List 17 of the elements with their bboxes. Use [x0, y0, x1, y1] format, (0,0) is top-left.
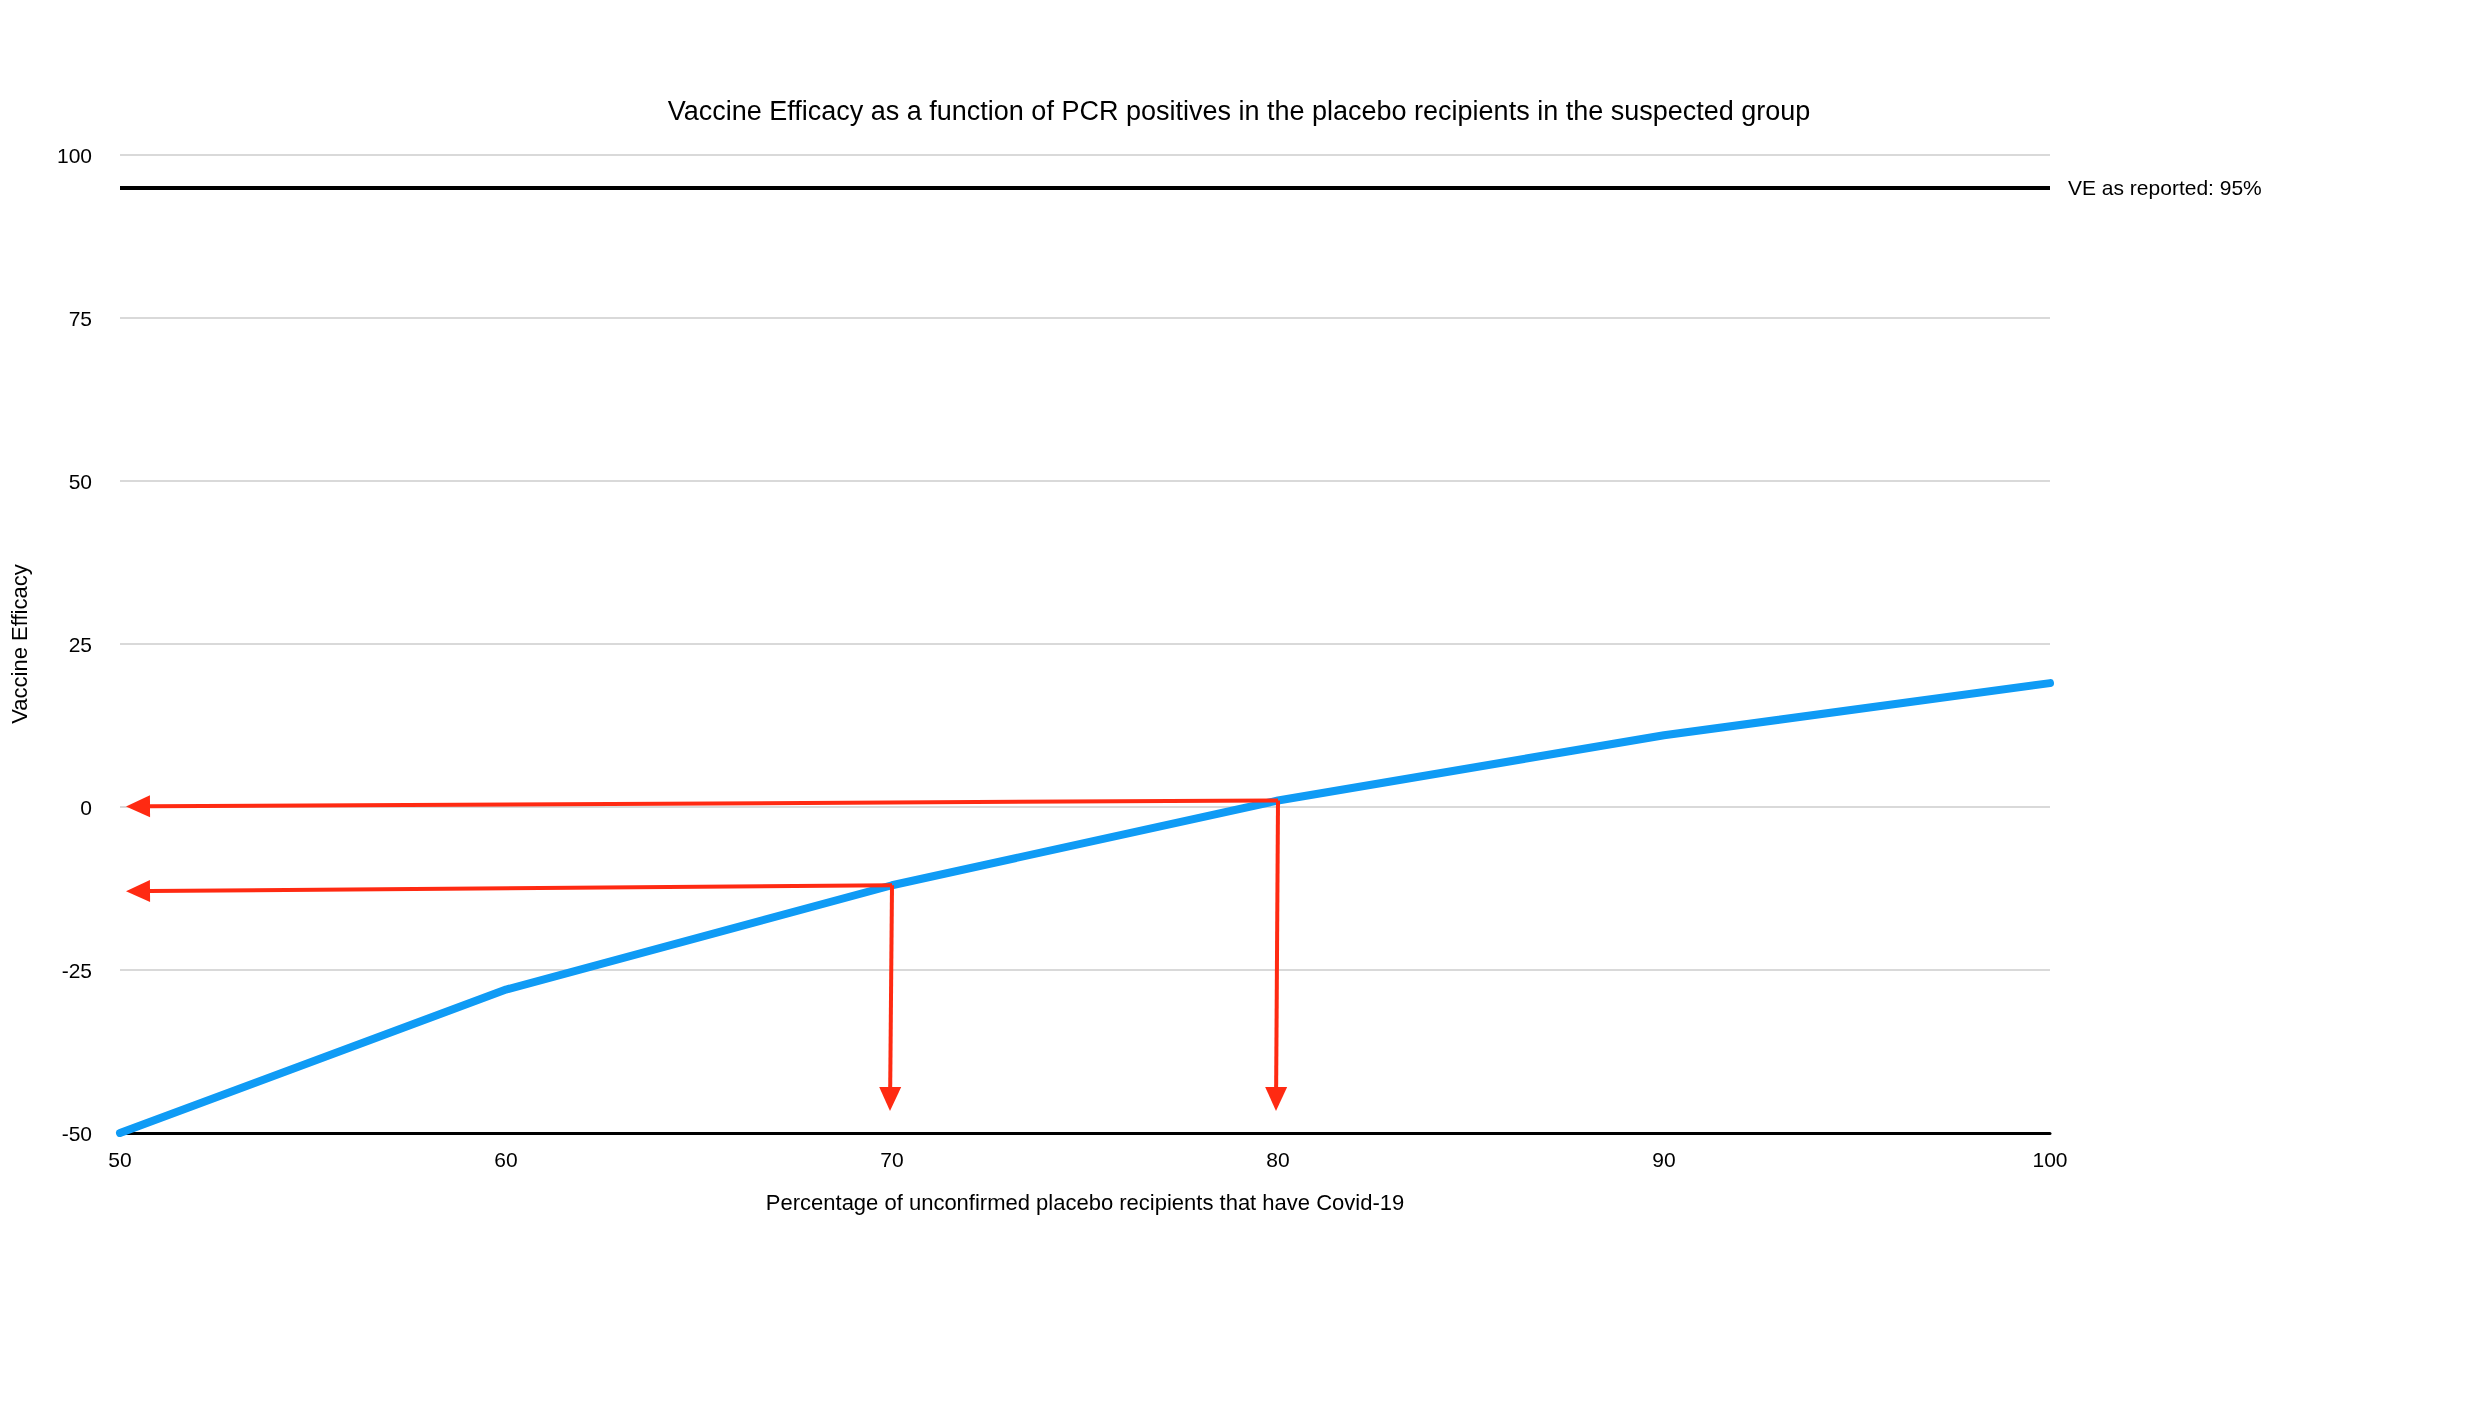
- y-tick-label: 0: [80, 795, 92, 819]
- y-tick-label: 75: [68, 306, 92, 330]
- y-axis-title: Vaccine Efficacy: [6, 564, 32, 724]
- y-tick-label: -50: [61, 1121, 92, 1145]
- x-tick-label: 50: [108, 1148, 132, 1171]
- y-tick-label: 50: [68, 469, 92, 493]
- x-tick-label: 80: [1266, 1148, 1290, 1171]
- chart-title: Vaccine Efficacy as a function of PCR positives in the placebo recipients in the suspected group: [667, 95, 1811, 126]
- ref-line-label: VE as reported: 95%: [2068, 176, 2262, 200]
- x-tick-label: 90: [1652, 1148, 1676, 1171]
- x-tick-label: 100: [2032, 1148, 2068, 1171]
- x-tick-label: 60: [494, 1148, 518, 1171]
- x-axis-title: Percentage of unconfirmed placebo recipients that have Covid-19: [765, 1189, 1405, 1215]
- x-tick-label: 70: [880, 1148, 904, 1171]
- y-tick-label: 25: [68, 632, 92, 656]
- y-tick-label: 100: [56, 143, 92, 167]
- y-tick-label: -25: [61, 958, 92, 982]
